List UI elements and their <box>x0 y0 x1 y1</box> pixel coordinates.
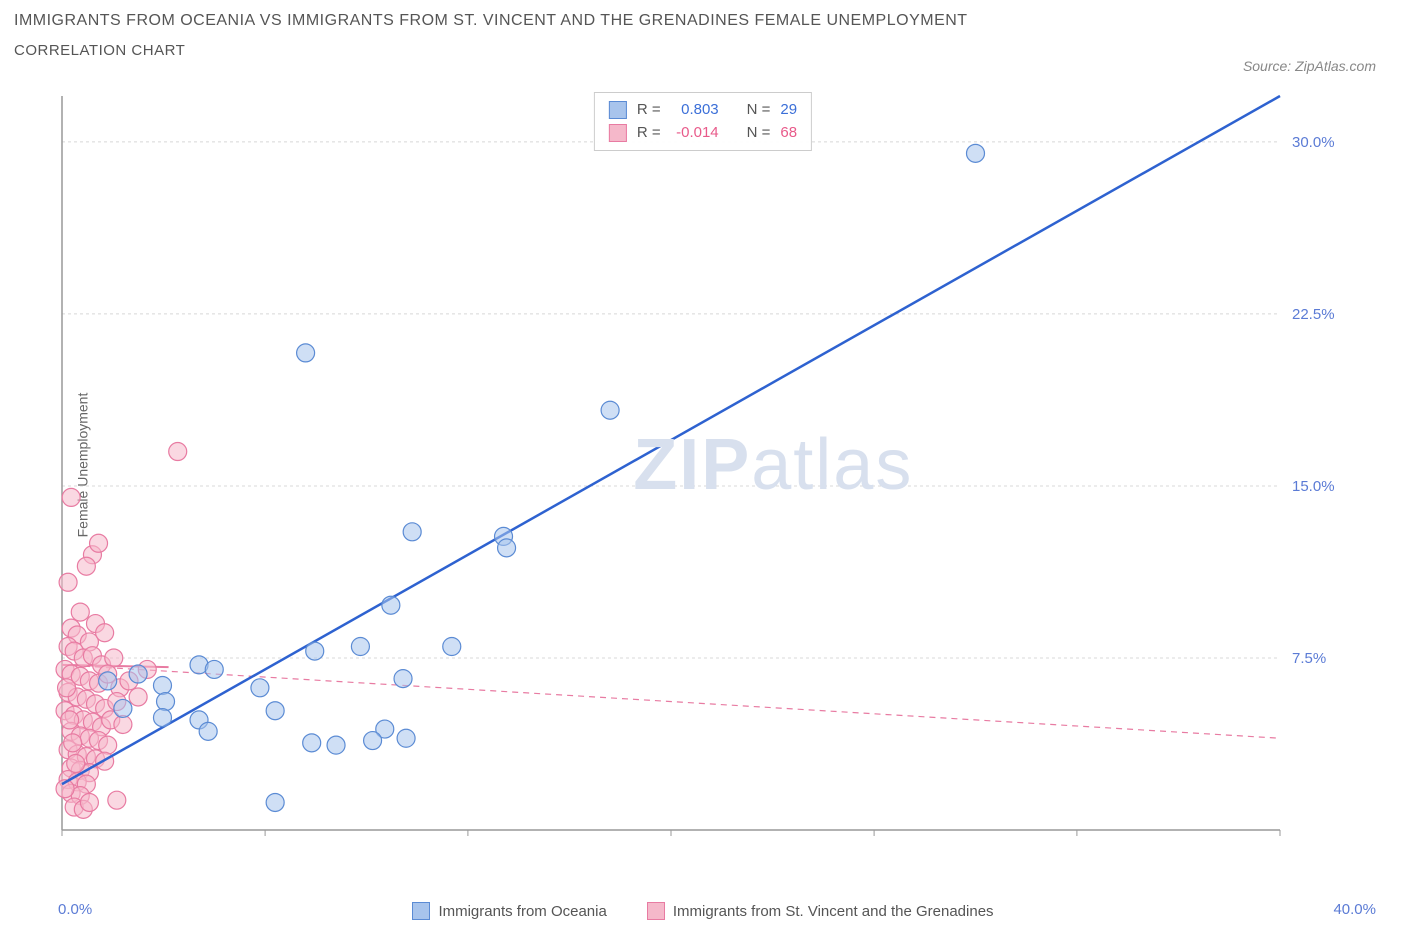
swatch-blue <box>412 902 430 920</box>
legend-item-series2: Immigrants from St. Vincent and the Gren… <box>647 902 994 920</box>
legend-item-series1: Immigrants from Oceania <box>412 902 606 920</box>
n-value-series1: 29 <box>780 99 797 122</box>
r-value-series1: 0.803 <box>671 99 719 122</box>
stats-row-series2: R = -0.014 N = 68 <box>609 122 797 145</box>
r-label: R = <box>637 122 661 145</box>
svg-text:7.5%: 7.5% <box>1292 650 1326 667</box>
n-label: N = <box>747 99 771 122</box>
chart-title: IMMIGRANTS FROM OCEANIA VS IMMIGRANTS FR… <box>14 8 1392 34</box>
chart-svg: 7.5% 15.0% 22.5% 30.0% <box>50 90 1350 870</box>
svg-text:15.0%: 15.0% <box>1292 478 1335 495</box>
svg-text:22.5%: 22.5% <box>1292 306 1335 323</box>
r-value-series2: -0.014 <box>671 122 719 145</box>
correlation-stats-box: R = 0.803 N = 29 R = -0.014 N = 68 <box>594 92 812 151</box>
source-attribution: Source: ZipAtlas.com <box>1243 58 1376 74</box>
r-label: R = <box>637 99 661 122</box>
n-value-series2: 68 <box>780 122 797 145</box>
legend-label-series1: Immigrants from Oceania <box>438 903 606 920</box>
chart-plot-area: 7.5% 15.0% 22.5% 30.0% <box>50 90 1350 870</box>
stats-row-series1: R = 0.803 N = 29 <box>609 99 797 122</box>
swatch-blue <box>609 101 627 119</box>
chart-subtitle: CORRELATION CHART <box>14 42 1392 59</box>
legend: Immigrants from Oceania Immigrants from … <box>0 902 1406 920</box>
n-label: N = <box>747 122 771 145</box>
swatch-pink <box>609 124 627 142</box>
swatch-pink <box>647 902 665 920</box>
legend-label-series2: Immigrants from St. Vincent and the Gren… <box>673 903 994 920</box>
svg-text:30.0%: 30.0% <box>1292 134 1335 151</box>
